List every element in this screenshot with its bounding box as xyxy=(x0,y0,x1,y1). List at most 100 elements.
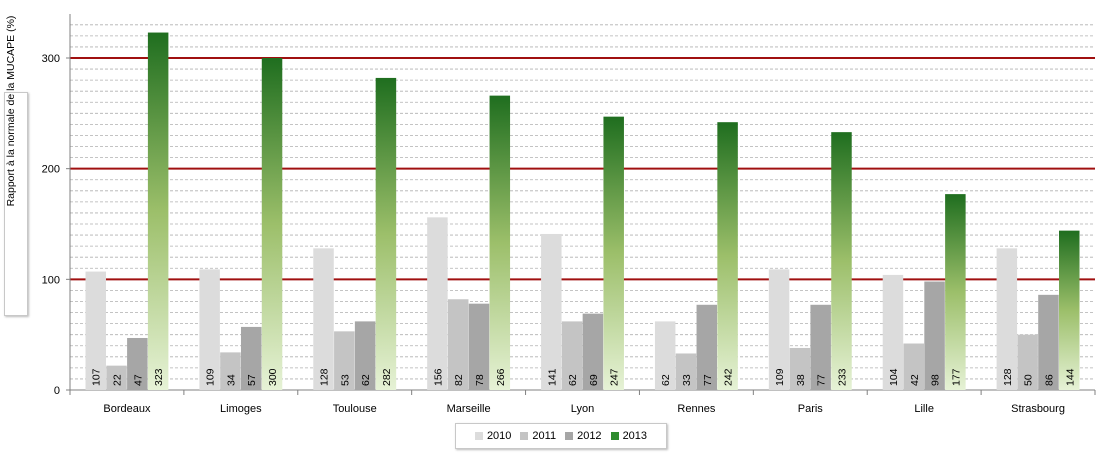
category-labels: Bordeaux Limoges Toulouse Marseille Lyon Renn… xyxy=(103,403,1065,415)
data-label: 62 xyxy=(660,374,672,386)
category-label: Rennes xyxy=(677,403,715,415)
bar-limoges-2012 xyxy=(240,326,262,390)
data-label: 128 xyxy=(319,368,331,386)
data-label: 47 xyxy=(132,374,144,386)
bar-limoges-2011 xyxy=(220,352,241,390)
bar-lille-2013 xyxy=(945,194,966,390)
data-label: 82 xyxy=(453,374,465,386)
data-label: 266 xyxy=(495,368,507,386)
legend-label-2013: 2013 xyxy=(622,430,648,442)
data-label: 57 xyxy=(246,374,258,386)
data-label: 242 xyxy=(723,368,735,386)
data-label: 38 xyxy=(795,374,807,386)
y-axis-label-box xyxy=(4,92,28,316)
y-tick-label: 100 xyxy=(42,274,60,286)
bar-lyon-2012 xyxy=(582,313,604,390)
bar-strasbourg-2012 xyxy=(1038,294,1059,390)
data-label: 323 xyxy=(153,368,165,386)
data-label: 107 xyxy=(91,368,103,386)
y-axis-label-text: Rapport à la normale de la MUCAPE (%) xyxy=(5,15,17,207)
category-label: Limoges xyxy=(220,403,262,415)
bar-paris-2010 xyxy=(768,269,790,390)
bar-paris-2012 xyxy=(810,304,831,390)
bar-lille-2012 xyxy=(924,281,945,390)
bar-lille-2010 xyxy=(882,274,904,390)
legend-swatch-2012 xyxy=(565,432,574,440)
data-label: 50 xyxy=(1023,374,1035,386)
data-label: 156 xyxy=(432,368,444,386)
bar-paris-2011 xyxy=(789,347,811,390)
data-label: 233 xyxy=(836,368,848,386)
data-label: 128 xyxy=(1002,368,1014,386)
bar-toulouse-2010 xyxy=(313,248,334,390)
grid-lines xyxy=(70,24,1095,380)
y-tick-label: 0 xyxy=(54,385,60,397)
bar-strasbourg-2011 xyxy=(1017,334,1038,390)
category-label: Bordeaux xyxy=(103,403,151,415)
data-label: 144 xyxy=(1064,368,1076,386)
bar-marseille-2012 xyxy=(468,303,490,390)
bar-limoges-2010 xyxy=(199,269,220,390)
category-label: Paris xyxy=(798,403,824,415)
category-label: Lille xyxy=(914,403,934,415)
legend-label-2012: 2012 xyxy=(577,430,602,442)
legend-label-2011: 2011 xyxy=(532,430,557,442)
legend-item-2012: 2012 xyxy=(565,430,602,442)
bar-lyon-2010 xyxy=(541,233,562,390)
data-label: 53 xyxy=(339,374,351,386)
data-label: 78 xyxy=(474,374,486,386)
bar-lille-2011 xyxy=(903,343,925,390)
bar-rennes-2010 xyxy=(654,321,676,390)
category-label: Lyon xyxy=(571,403,594,415)
bar-bordeaux-2012 xyxy=(127,337,148,390)
bar-marseille-2013 xyxy=(489,95,511,391)
data-label: 42 xyxy=(909,374,921,386)
legend-swatch-2013 xyxy=(610,432,619,440)
bar-lyon-2013 xyxy=(603,116,624,391)
bar-marseille-2010 xyxy=(427,217,448,390)
legend-item-2011: 2011 xyxy=(520,430,556,442)
legend-item-2013: 2013 xyxy=(610,430,648,442)
data-label: 300 xyxy=(267,368,279,386)
data-label: 177 xyxy=(950,368,962,386)
data-label: 104 xyxy=(888,368,900,386)
bar-rennes-2012 xyxy=(696,304,718,390)
legend-swatch-2011 xyxy=(520,432,529,440)
category-label: Toulouse xyxy=(333,403,377,415)
bar-lyon-2011 xyxy=(561,321,583,390)
category-label: Marseille xyxy=(447,403,491,415)
data-label: 77 xyxy=(816,374,828,386)
data-label: 141 xyxy=(546,368,558,386)
bars xyxy=(85,32,1080,391)
bar-strasbourg-2013 xyxy=(1059,230,1080,390)
data-label: 247 xyxy=(609,368,621,386)
bar-strasbourg-2010 xyxy=(996,248,1018,390)
bar-limoges-2013 xyxy=(261,58,283,390)
data-label: 98 xyxy=(930,374,942,386)
bar-paris-2013 xyxy=(831,132,852,390)
bar-toulouse-2013 xyxy=(375,77,397,391)
data-label: 109 xyxy=(205,368,217,386)
y-tick-label: 300 xyxy=(42,53,60,65)
bar-marseille-2011 xyxy=(447,299,469,390)
data-label: 62 xyxy=(360,374,372,386)
data-label: 22 xyxy=(112,374,124,386)
y-tick-label: 200 xyxy=(42,164,60,176)
bar-bordeaux-2011 xyxy=(106,365,127,390)
bar-rennes-2013 xyxy=(717,122,738,390)
legend-item-2010: 2010 xyxy=(474,430,511,442)
data-label: 77 xyxy=(702,374,714,386)
bar-bordeaux-2010 xyxy=(85,271,106,390)
legend: 2010 2011 2012 2013 xyxy=(455,423,667,449)
bar-rennes-2011 xyxy=(675,353,697,390)
bar-bordeaux-2013 xyxy=(147,32,169,391)
data-label: 282 xyxy=(381,368,393,386)
data-label: 33 xyxy=(681,374,693,386)
legend-swatch-2010 xyxy=(474,432,483,440)
category-label: Strasbourg xyxy=(1011,403,1065,415)
bar-toulouse-2012 xyxy=(354,321,376,390)
data-label: 69 xyxy=(588,374,600,386)
data-label: 86 xyxy=(1043,374,1055,386)
data-label: 62 xyxy=(567,374,579,386)
